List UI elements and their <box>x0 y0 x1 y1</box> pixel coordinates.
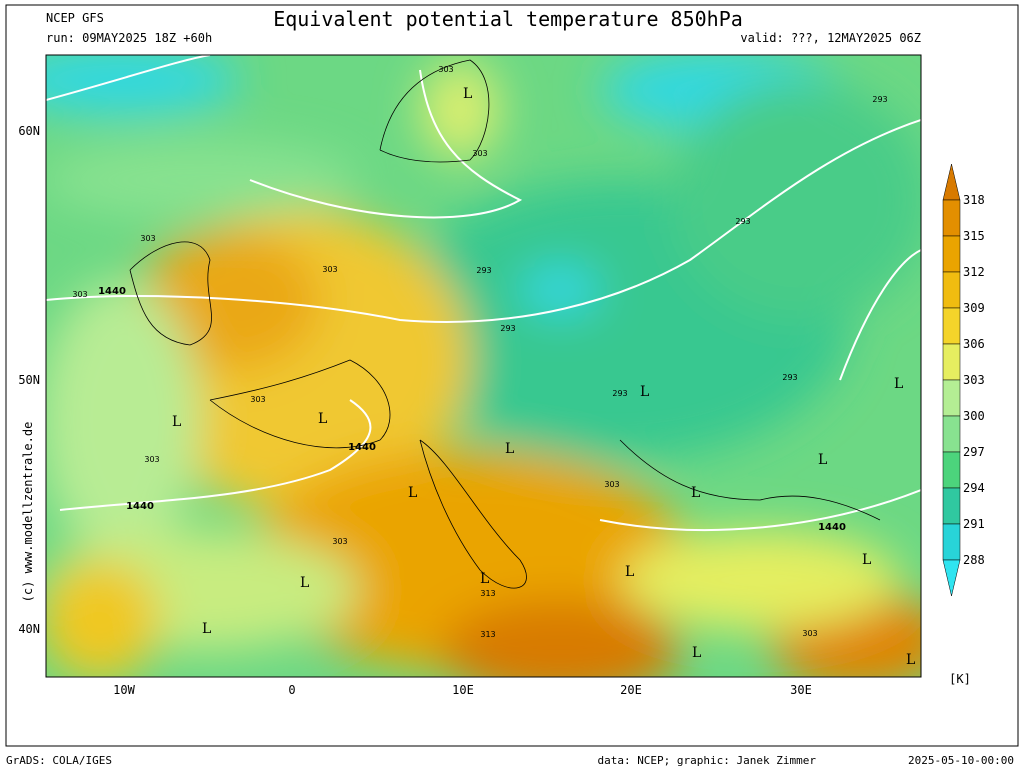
lat-label: 40N <box>18 622 40 636</box>
run: run: 09MAY2025 18Z +60h <box>46 31 212 45</box>
outer-frame <box>5 4 1019 747</box>
coastlines <box>129 59 881 589</box>
footer-right: 2025-05-10-00:00 <box>908 754 1014 767</box>
colorbar: 318 315 312 309 306 303 300 297 294 291 288 <box>942 163 985 597</box>
colorbar-label: 291 <box>963 517 985 531</box>
low-marker: L <box>640 384 649 400</box>
lon-axis: 10W 0 10E 20E 30E <box>113 683 812 697</box>
contour-label: 1440 <box>98 286 126 297</box>
contour-label: 303 <box>72 290 87 299</box>
low-marker: L <box>202 621 211 637</box>
low-marker: L <box>692 645 701 661</box>
lon-label: 10W <box>113 683 135 697</box>
lat-label: 60N <box>18 124 40 138</box>
contour-label: 293 <box>735 217 750 226</box>
colorbar-label: 294 <box>963 481 985 495</box>
colorbar-band <box>942 451 961 489</box>
contour-label: 303 <box>438 65 453 74</box>
low-marker: L <box>625 564 634 580</box>
colorbar-label: 288 <box>963 553 985 567</box>
colorbar-label: 303 <box>963 373 985 387</box>
colorbar-band <box>942 307 961 345</box>
contour-label: 303 <box>250 395 265 404</box>
map <box>46 55 921 677</box>
colorbar-label: 312 <box>963 265 985 279</box>
valid: valid: ???, 12MAY2025 06Z <box>740 31 921 45</box>
colorbar-label: 297 <box>963 445 985 459</box>
low-marker: L <box>318 411 327 427</box>
colorbar-label: 315 <box>963 229 985 243</box>
lat-axis: 60N 50N 40N <box>18 124 40 636</box>
contour-label: 293 <box>872 95 887 104</box>
contour-label: 1440 <box>818 522 846 533</box>
lon-label: 30E <box>790 683 812 697</box>
contour-label: 303 <box>472 149 487 158</box>
contour-label: 293 <box>476 266 491 275</box>
contour-label: 1440 <box>126 501 154 512</box>
low-marker: L <box>408 485 417 501</box>
credit: (c) www.modellzentrale.de <box>21 422 35 603</box>
contour-label: 303 <box>322 265 337 274</box>
contour-label: 293 <box>612 389 627 398</box>
contour-label: 293 <box>500 324 515 333</box>
low-marker: L <box>894 376 903 392</box>
lon-label: 0 <box>288 683 295 697</box>
unit: [K] <box>949 672 971 686</box>
colorbar-top <box>942 163 961 201</box>
contour-label: 303 <box>604 480 619 489</box>
colorbar-label: 300 <box>963 409 985 423</box>
colorbar-band <box>942 343 961 381</box>
colorbar-band <box>942 487 961 525</box>
colorbar-label: 306 <box>963 337 985 351</box>
low-marker: L <box>480 571 489 587</box>
low-marker: L <box>862 552 871 568</box>
colorbar-label: 318 <box>963 193 985 207</box>
colorbar-band <box>942 235 961 273</box>
contour-label: 303 <box>140 234 155 243</box>
colorbar-bottom <box>942 559 961 597</box>
contour-label: 313 <box>480 630 495 639</box>
colorbar-band <box>942 199 961 237</box>
low-marker: L <box>172 414 181 430</box>
contour-label: 303 <box>802 629 817 638</box>
low-marker: L <box>463 86 472 102</box>
title: Equivalent potential temperature 850hPa <box>273 7 743 31</box>
contour-labels: 303 303 303 303 303 303 303 303 303 303 … <box>72 65 887 639</box>
colorbar-band <box>942 415 961 453</box>
lon-label: 10E <box>452 683 474 697</box>
colorbar-band <box>942 523 961 561</box>
footer-left: GrADS: COLA/IGES <box>6 754 112 767</box>
low-marker: L <box>300 575 309 591</box>
contour-label: 293 <box>782 373 797 382</box>
lows: L L L L L L L L L L L L L L L L <box>172 86 915 668</box>
colorbar-band <box>942 379 961 417</box>
colorbar-label: 309 <box>963 301 985 315</box>
low-marker: L <box>906 652 915 668</box>
isolines <box>46 55 921 531</box>
model: NCEP GFS <box>46 11 104 25</box>
lat-label: 50N <box>18 373 40 387</box>
footer-center: data: NCEP; graphic: Janek Zimmer <box>597 754 816 767</box>
contour-label: 303 <box>144 455 159 464</box>
contour-label: 303 <box>332 537 347 546</box>
contour-label: 313 <box>480 589 495 598</box>
low-marker: L <box>691 485 700 501</box>
contour-label: 1440 <box>348 442 376 453</box>
lon-label: 20E <box>620 683 642 697</box>
colorbar-band <box>942 271 961 309</box>
low-marker: L <box>818 452 827 468</box>
map-frame <box>45 54 922 678</box>
low-marker: L <box>505 441 514 457</box>
